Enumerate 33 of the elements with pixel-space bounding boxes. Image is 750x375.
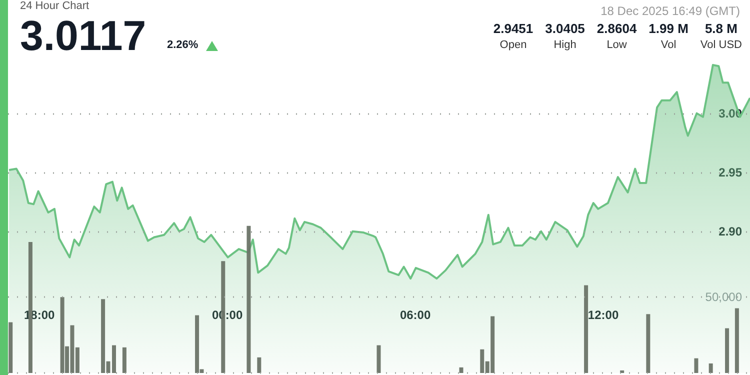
bar	[257, 357, 262, 373]
annotation: 3.0117	[20, 12, 146, 60]
annotation: 3.0405	[545, 21, 585, 36]
bar	[708, 363, 713, 373]
annotation: 2.26%	[167, 39, 198, 51]
bar	[459, 367, 464, 373]
annotation: Vol USD	[700, 39, 742, 51]
bar	[246, 226, 251, 373]
y2-tick-label: 50,000	[705, 290, 742, 304]
annotation: 2.9451	[493, 21, 534, 36]
x-tick-label: 06:00	[400, 308, 431, 322]
annotation: Vol	[660, 39, 678, 51]
bar	[584, 285, 588, 373]
bar	[122, 347, 126, 373]
bar	[8, 322, 13, 373]
annotation: Open	[498, 39, 528, 51]
bar	[694, 358, 698, 373]
annotation: 5.8 M	[704, 21, 738, 36]
annotation: Low	[606, 39, 628, 51]
chart-title: 24 Hour Chart	[20, 0, 90, 12]
bar	[376, 345, 381, 373]
annotation: 18 Dec 2025 16:49 (GMT)	[600, 4, 740, 18]
annotation: High	[552, 39, 578, 51]
x-tick-label: 12:00	[588, 308, 619, 322]
y-tick-label: 2.95	[718, 165, 742, 180]
bar	[725, 328, 730, 373]
y-tick-label: 2.90	[718, 224, 742, 238]
bar	[195, 315, 200, 373]
annotation: 1.99 M	[648, 21, 688, 36]
annotation: 2.8604	[596, 21, 637, 36]
bar	[646, 314, 650, 373]
bar	[734, 308, 739, 373]
bar	[620, 370, 624, 373]
